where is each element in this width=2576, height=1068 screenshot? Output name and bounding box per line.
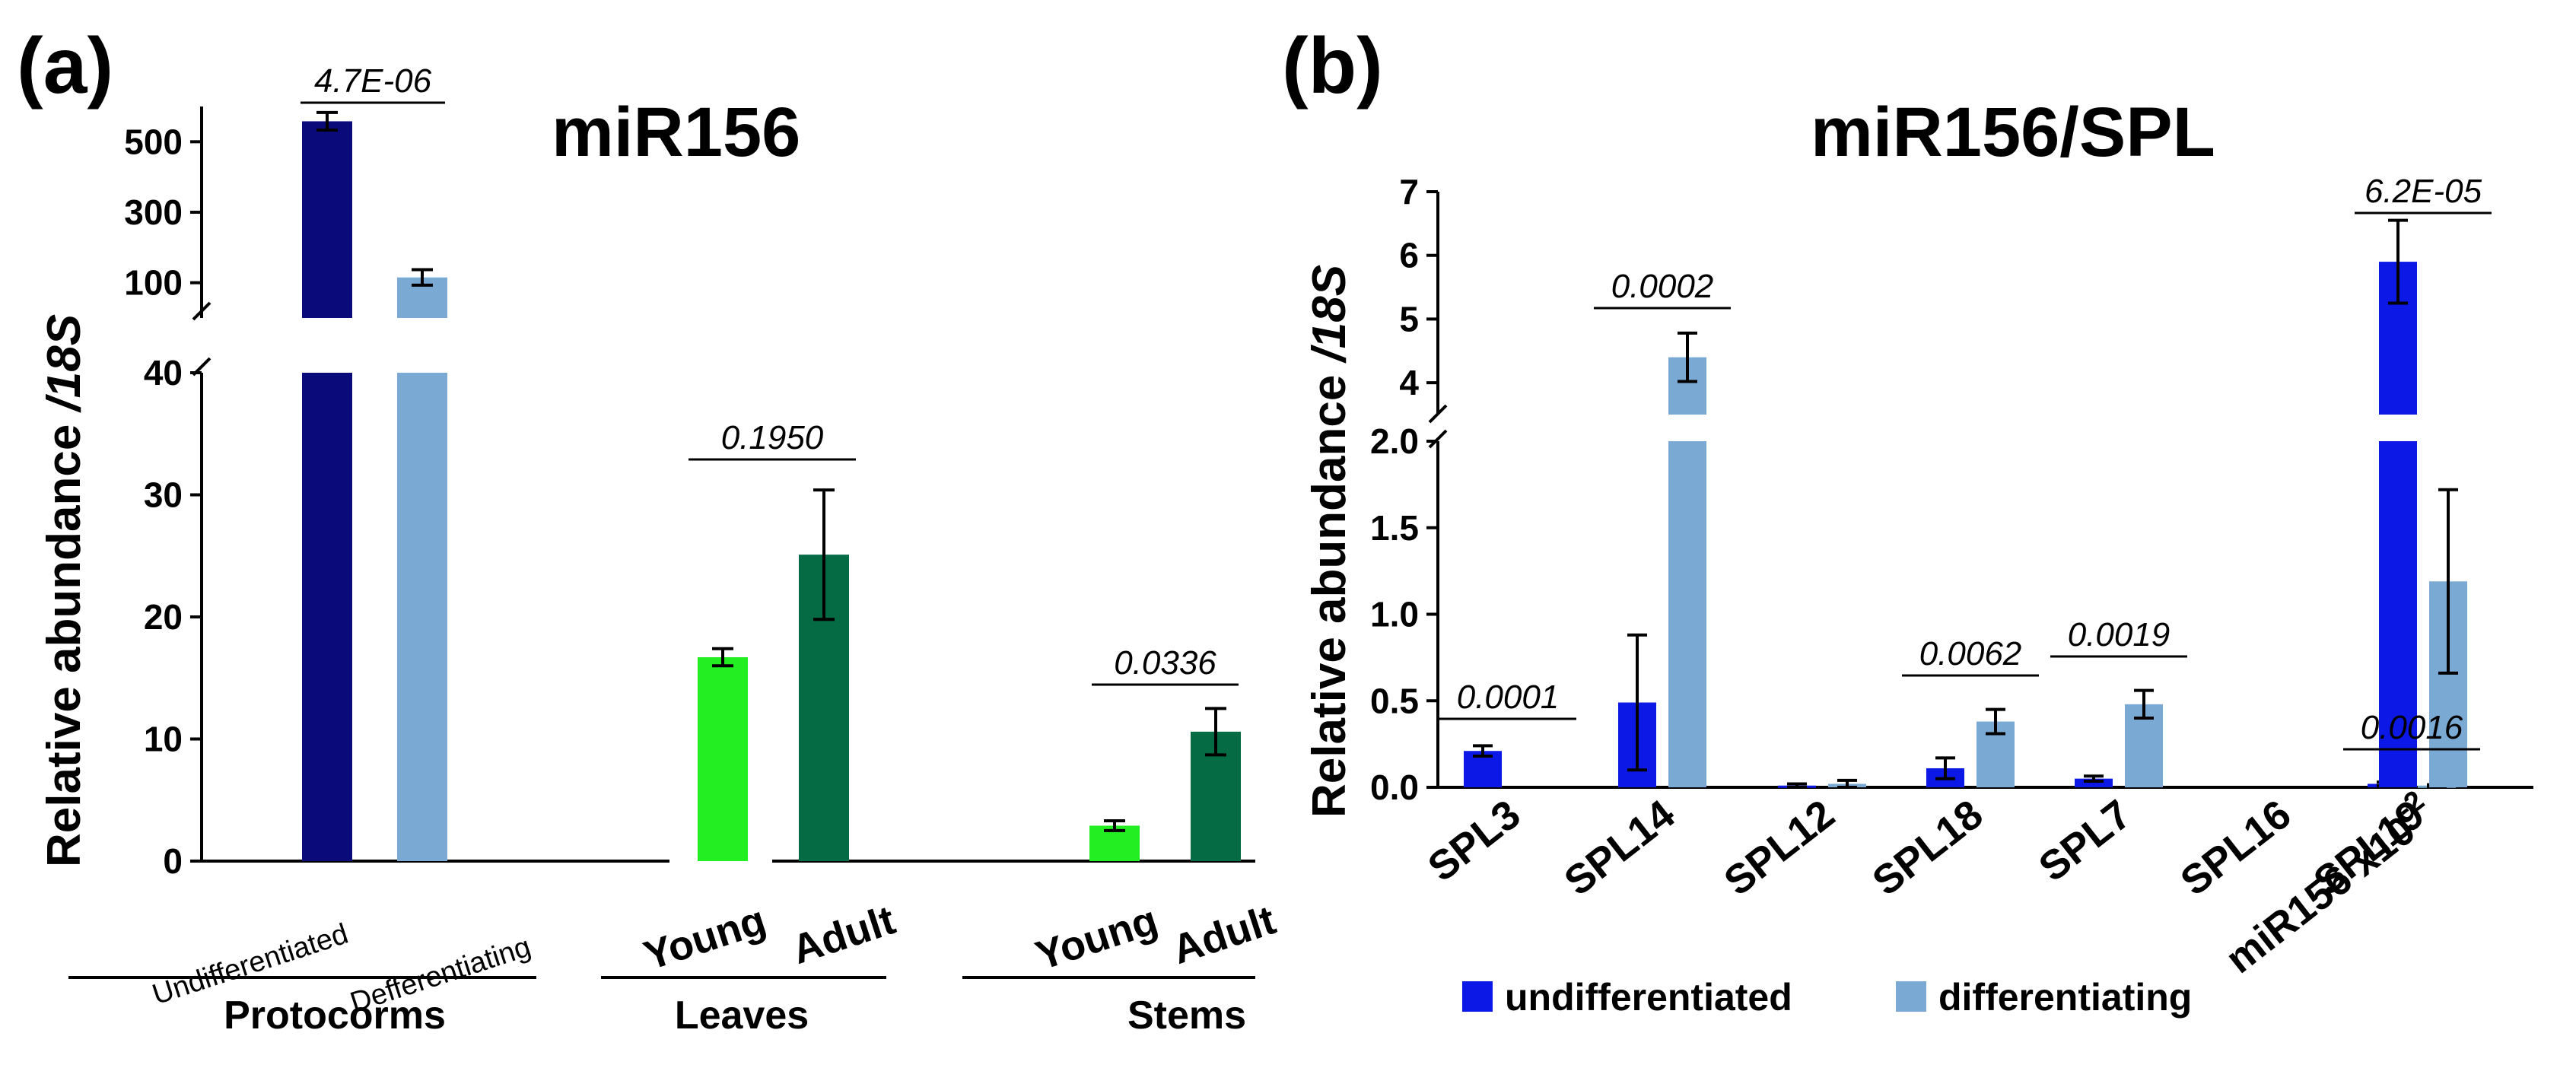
- pval-label-stems: 0.0336: [1114, 644, 1216, 682]
- panel-b-title: miR156/SPL: [1811, 94, 2215, 171]
- panel-b-ytick-label: 6: [1399, 236, 1419, 275]
- errbar-leaves-adult: [813, 488, 835, 621]
- cat-label-spl3: SPL3: [1420, 791, 1528, 890]
- errbar-protocorms-undifferentiated: [316, 110, 338, 132]
- bar-protocorms-undifferentiated-upper: [302, 121, 352, 318]
- panel-b-ytick-label: 0.0: [1370, 768, 1419, 807]
- group-label-stems: Stems: [1127, 993, 1246, 1038]
- panel-a-letter: (a): [17, 22, 113, 110]
- pval-label-spl14: 0.0002: [1611, 268, 1714, 305]
- errbar-stems-young: [1104, 819, 1125, 832]
- panel-a-title: miR156: [552, 94, 800, 171]
- panel-b-ylabel-suffix: /18S: [1303, 265, 1356, 364]
- panel-b-ylabel: Relative abundance: [1303, 375, 1356, 818]
- panel-b-ytick-label: 1.5: [1370, 508, 1419, 548]
- panel-a: (a) miR156 Relative abundance /18S Proto…: [17, 22, 1281, 1038]
- errbar-spl14-differentiating: [1678, 331, 1697, 383]
- errbar-protocorms-defferentiating: [412, 268, 433, 287]
- bar-spl7-undifferentiated: [2075, 778, 2113, 787]
- panel-a-ytick-label: 10: [144, 720, 183, 759]
- cat-label-spl16: SPL16: [2172, 791, 2299, 904]
- errbar-stems-adult: [1205, 707, 1226, 757]
- bar-protocorms-undifferentiated-lower: [302, 373, 352, 861]
- bar-protocorms-defferentiating-lower: [397, 373, 447, 861]
- bar-leaves-young: [698, 656, 748, 861]
- cat-label-spl12: SPL12: [1716, 791, 1843, 904]
- errbar-spl12-undifferentiated: [1787, 782, 1807, 789]
- cat-label-spl18: SPL18: [1864, 791, 1991, 904]
- panel-b-legend: undifferentiated differentiating: [1462, 976, 2192, 1019]
- group-label-leaves: Leaves: [675, 993, 809, 1038]
- svg-text:Relative abundance /18S: Relative abundance /18S: [38, 314, 91, 867]
- panel-b-ytick-label: 0.5: [1370, 681, 1419, 720]
- legend-swatch-differentiating: [1896, 981, 1926, 1012]
- errbar-spl14-undifferentiated: [1627, 633, 1647, 772]
- errbar-spl7-undifferentiated: [2084, 774, 2104, 784]
- errbar-spl12-differentiating: [1837, 778, 1857, 789]
- legend-swatch-undifferentiated: [1462, 981, 1493, 1012]
- panel-a-ytick-label: 30: [144, 475, 183, 515]
- panel-a-ylabel-suffix: /18S: [38, 314, 91, 414]
- group-label-protocorms: Protocorms: [224, 993, 446, 1038]
- svg-text:Relative abundance /18S: Relative abundance /18S: [1303, 265, 1356, 818]
- panel-b-letter: (b): [1282, 22, 1383, 110]
- pval-label-spl3: 0.0001: [1457, 679, 1560, 716]
- pval-label-protocorms: 4.7E-06: [314, 62, 432, 100]
- panel-b-ytick-label: 7: [1399, 172, 1419, 211]
- panel-a-ytick-label: 20: [144, 597, 183, 637]
- pval-label-spl18: 0.0062: [1919, 635, 2022, 672]
- pval-label-leaves: 0.1950: [721, 419, 824, 456]
- errbar-spl18-differentiating: [1986, 707, 2005, 736]
- panel-a-ylabel: Relative abundance: [38, 424, 91, 867]
- panel-a-ytick-label: 40: [144, 353, 183, 393]
- errbar-mir156-x10-differentiating: [2438, 488, 2458, 675]
- pval-label-spl7: 0.0019: [2068, 616, 2171, 653]
- legend-label-differentiating: differentiating: [1938, 976, 2192, 1019]
- panel-b-ytick-label: 5: [1399, 299, 1419, 339]
- legend-label-undifferentiated: undifferentiated: [1505, 976, 1792, 1019]
- panel-a-ytick-label: 100: [124, 263, 183, 303]
- cat-label-leaves-young: Young: [638, 897, 771, 979]
- bar-mir156-x10-undifferentiated-lower: [2379, 441, 2417, 787]
- panel-b-axis-break-marks: [1428, 404, 1448, 449]
- errbar-spl7-differentiating: [2134, 688, 2154, 720]
- panel-b-ytick-label: 4: [1399, 363, 1419, 402]
- cat-label-spl7: SPL7: [2031, 791, 2139, 890]
- panel-a-ytick-label: 0: [163, 841, 183, 881]
- pval-label-spl19: 0.0016: [2361, 709, 2463, 746]
- errbar-leaves-young: [712, 647, 733, 668]
- bar-spl14-differentiating-lower: [1668, 441, 1706, 787]
- panel-a-y-axis-title: Relative abundance /18S: [38, 314, 91, 867]
- cat-label-spl14: SPL14: [1556, 791, 1683, 904]
- panel-b: (b) miR156/SPL Relative abundance /18S 0…: [1282, 22, 2533, 1019]
- cat-label-leaves-adult: Adult: [787, 897, 901, 973]
- panel-a-ytick-label: 500: [124, 122, 183, 161]
- panel-b-y-axis-title: Relative abundance /18S: [1303, 265, 1356, 818]
- cat-label-stems-adult: Adult: [1167, 897, 1281, 973]
- errbar-spl3-undifferentiated: [1473, 744, 1493, 758]
- panel-b-ytick-label: 1.0: [1370, 595, 1419, 634]
- errbar-spl18-undifferentiated: [1935, 756, 1955, 780]
- cat-label-stems-young: Young: [1030, 897, 1162, 979]
- errbar-mir156-x10-undifferentiated: [2388, 218, 2408, 305]
- panel-a-ytick-label: 300: [124, 192, 183, 232]
- pval-label-mir156-x10: 6.2E-05: [2365, 173, 2482, 210]
- panel-b-ytick-label: 2.0: [1370, 421, 1419, 461]
